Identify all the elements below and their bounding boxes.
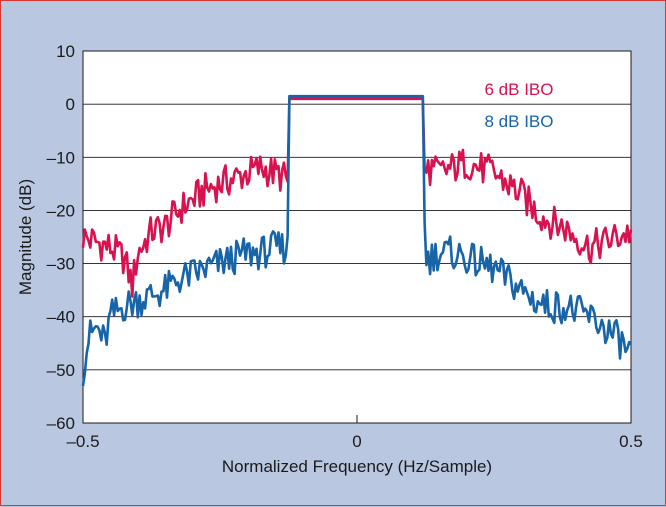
x-tick-label: 0 <box>352 432 361 451</box>
legend-entry-1: 6 dB IBO <box>485 80 554 99</box>
axis-ticks: 10 0 –10 –20 –30 –40 –50 –60–0.5 0 0.5 <box>47 42 643 451</box>
y-tick-label: 10 <box>56 42 75 61</box>
y-tick-label: –40 <box>47 308 75 327</box>
series-lines <box>81 94 633 387</box>
y-tick-label: –20 <box>47 201 75 220</box>
y-tick-label: 0 <box>66 95 75 114</box>
y-axis-title: Magnitude (dB) <box>16 179 35 295</box>
plot-area <box>82 50 632 424</box>
y-tick-label: –50 <box>47 361 75 380</box>
x-tick-label: –0.5 <box>66 432 99 451</box>
series-line-1 <box>81 97 633 298</box>
series-line-2 <box>81 94 633 387</box>
y-tick-label: –60 <box>47 414 75 433</box>
x-tick-label: 0.5 <box>619 432 643 451</box>
y-tick-label: –10 <box>47 148 75 167</box>
y-tick-label: –30 <box>47 255 75 274</box>
legend: 6 dB IBO 8 dB IBO <box>485 80 554 131</box>
legend-entry-2: 8 dB IBO <box>485 112 554 131</box>
x-axis-title: Normalized Frequency (Hz/Sample) <box>222 457 492 476</box>
